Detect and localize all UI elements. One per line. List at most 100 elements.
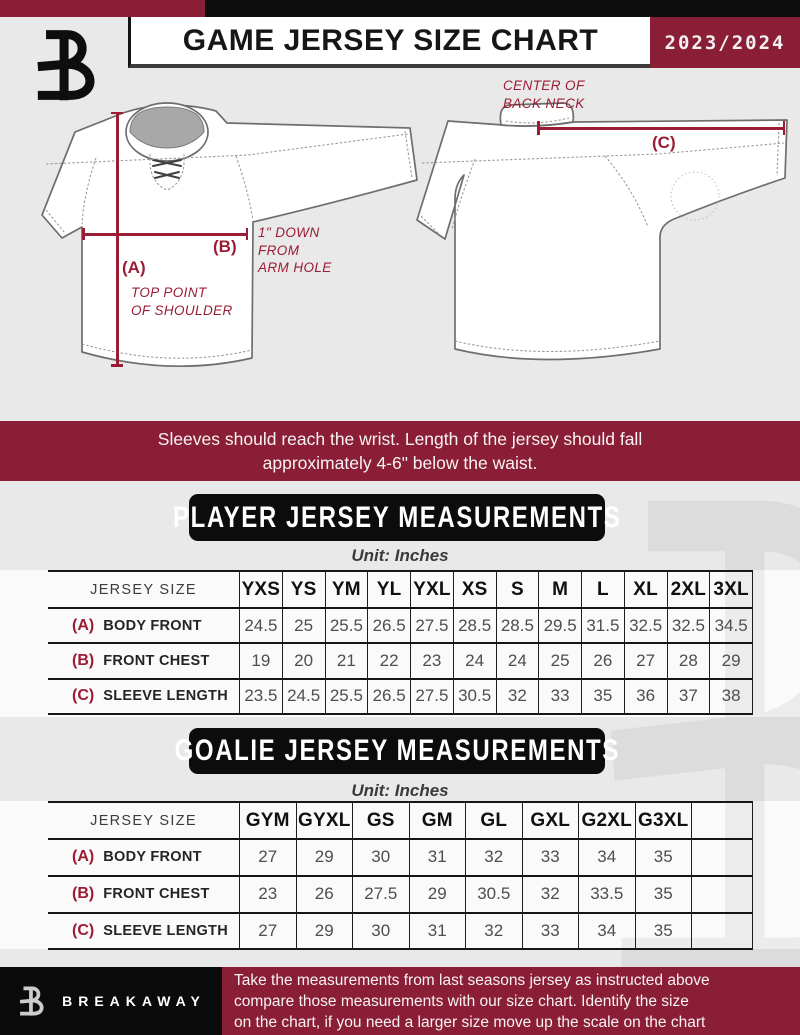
measurement-value: 24 bbox=[452, 644, 496, 678]
size-column-header: GYXL bbox=[295, 803, 353, 838]
size-column-header: L bbox=[581, 572, 624, 607]
measurement-value: 23 bbox=[410, 644, 453, 678]
player-unit-label: Unit: Inches bbox=[351, 546, 449, 565]
measurement-value: 33 bbox=[538, 679, 581, 714]
measurement-row: (C) SLEEVE LENGTH 23.5 24.5 25.5 26.5 27.5 30.5… bbox=[48, 679, 753, 716]
row-measure-label: SLEEVE LENGTH bbox=[103, 922, 228, 939]
row-key: (A) bbox=[72, 848, 95, 866]
label-a: (A) bbox=[122, 258, 146, 277]
size-column-header: YL bbox=[367, 572, 410, 607]
measure-line-a bbox=[116, 113, 119, 366]
size-column-header: G2XL bbox=[578, 803, 635, 838]
measurement-value: 27 bbox=[239, 840, 296, 875]
measurement-value: 29.5 bbox=[538, 609, 581, 643]
measurement-value: 25 bbox=[538, 644, 581, 678]
measurement-value: 23 bbox=[239, 876, 296, 912]
measurement-value: 38 bbox=[709, 679, 752, 714]
measurement-value: 29 bbox=[709, 644, 752, 678]
measurement-value: 20 bbox=[281, 644, 325, 678]
size-column-header: M bbox=[538, 572, 581, 607]
measure-line-a-top-cap bbox=[111, 111, 123, 114]
measurement-value: 30.5 bbox=[465, 876, 522, 912]
row-measure-label: BODY FRONT bbox=[103, 849, 202, 866]
goalie-size-table: JERSEY SIZE GYM GYXL GS GM GL GXL G2XL G3XL (A) BO… bbox=[48, 801, 753, 951]
row-label-cell: (B) FRONT CHEST bbox=[48, 877, 239, 912]
measure-line-c-left-cap bbox=[537, 121, 540, 135]
measurement-value: 26.5 bbox=[367, 609, 410, 643]
goalie-section-title: GOALIE JERSEY MEASUREMENTS bbox=[174, 734, 620, 767]
measurement-value: 35 bbox=[634, 840, 692, 875]
size-column-header: YXL bbox=[410, 572, 453, 607]
player-section-banner: PLAYER JERSEY MEASUREMENTS bbox=[173, 494, 620, 541]
player-section-title: PLAYER JERSEY MEASUREMENTS bbox=[172, 500, 622, 534]
measurement-value: 36 bbox=[623, 679, 667, 714]
season-box: 2023/2024 bbox=[650, 17, 800, 68]
brand-watermark bbox=[611, 500, 800, 997]
measurement-value: 35 bbox=[634, 913, 692, 949]
row-label-cell: (A) BODY FRONT bbox=[48, 609, 239, 642]
measurement-value: 32.5 bbox=[666, 609, 710, 643]
measurement-value: 31 bbox=[408, 913, 466, 949]
size-column-header: GYM bbox=[239, 803, 296, 838]
measurement-value: 30 bbox=[352, 840, 409, 875]
fit-notice-text: Sleeves should reach the wrist. Length o… bbox=[157, 429, 643, 473]
measurement-value: 22 bbox=[367, 644, 410, 678]
top-strip-maroon bbox=[0, 0, 205, 17]
measurement-value: 37 bbox=[666, 679, 710, 714]
measurement-value: 27.5 bbox=[352, 876, 409, 912]
row-key: (B) bbox=[72, 652, 95, 670]
measurement-value: 34 bbox=[578, 840, 635, 875]
measurement-value: 30 bbox=[352, 913, 409, 949]
measurement-value: 32 bbox=[521, 876, 579, 912]
season-label: 2023/2024 bbox=[664, 31, 786, 54]
measurement-value: 21 bbox=[324, 644, 368, 678]
size-column-header: 2XL bbox=[666, 572, 710, 607]
measure-line-b bbox=[82, 233, 248, 236]
row-key: (B) bbox=[72, 885, 95, 903]
size-column-header: G3XL bbox=[634, 803, 692, 838]
goalie-unit-label: Unit: Inches bbox=[351, 781, 449, 800]
measurement-value: 34.5 bbox=[709, 609, 752, 643]
measurement-value bbox=[691, 913, 752, 949]
measurement-value: 33 bbox=[521, 913, 579, 949]
jersey-size-header: JERSEY SIZE bbox=[90, 581, 197, 598]
measurement-value: 33 bbox=[521, 840, 579, 875]
measurement-value: 27.5 bbox=[410, 679, 453, 714]
size-table-header-row: JERSEY SIZE GYM GYXL GS GM GL GXL G2XL G3XL bbox=[48, 803, 753, 840]
breakaway-logo-icon bbox=[37, 30, 95, 101]
row-measure-label: FRONT CHEST bbox=[103, 653, 210, 670]
label-c: (C) bbox=[652, 133, 676, 152]
back-neck-caption: CENTER OF BACK NECK bbox=[503, 78, 585, 111]
row-key: (A) bbox=[72, 616, 95, 634]
measurement-value: 29 bbox=[295, 840, 353, 875]
size-column-header bbox=[691, 803, 752, 838]
measurement-value: 27.5 bbox=[410, 609, 453, 643]
measurement-value: 28.5 bbox=[452, 609, 496, 643]
row-key: (C) bbox=[72, 687, 95, 705]
row-measure-label: BODY FRONT bbox=[103, 617, 202, 634]
footer-instructions-text: Take the measurements from last seasons … bbox=[234, 971, 710, 1031]
measurement-value: 23.5 bbox=[239, 679, 282, 714]
footer-logo-icon bbox=[20, 986, 44, 1016]
row-label-cell: (A) BODY FRONT bbox=[48, 840, 239, 875]
measurement-value: 32 bbox=[465, 913, 522, 949]
measure-line-c-right-cap bbox=[782, 121, 785, 135]
measurement-value: 32 bbox=[465, 840, 522, 875]
measurement-value: 27 bbox=[623, 644, 667, 678]
goalie-section-banner: GOALIE JERSEY MEASUREMENTS bbox=[174, 728, 618, 774]
measurement-value: 31.5 bbox=[581, 609, 624, 643]
measurement-value bbox=[691, 840, 752, 875]
measurement-value: 35 bbox=[634, 876, 692, 912]
measure-line-a-bottom-cap bbox=[111, 364, 123, 367]
size-column-header: YS bbox=[281, 572, 325, 607]
page-title-box: GAME JERSEY SIZE CHART bbox=[128, 17, 650, 68]
label-b: (B) bbox=[213, 237, 237, 256]
measurement-value: 32.5 bbox=[623, 609, 667, 643]
row-key: (C) bbox=[72, 921, 95, 939]
measurement-value: 29 bbox=[408, 876, 466, 912]
measurement-row: (A) BODY FRONT 24.5 25 25.5 26.5 27.5 28.5 28.5 2… bbox=[48, 609, 753, 645]
measure-line-b-right-cap bbox=[245, 228, 248, 240]
size-column-header: XL bbox=[623, 572, 667, 607]
top-strip-black bbox=[205, 0, 800, 17]
